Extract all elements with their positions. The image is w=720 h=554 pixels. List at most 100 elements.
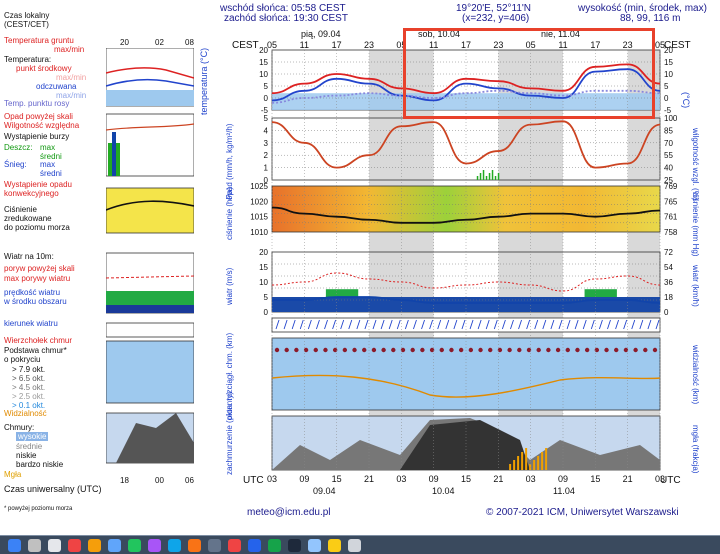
cloudtop-dot-19 — [459, 348, 463, 352]
cloudtop-dot-39 — [653, 348, 657, 352]
cloudtop-dot-2 — [294, 348, 298, 352]
ytick-3-0: 0 — [264, 308, 269, 317]
y2tick-3-3: 54 — [664, 263, 673, 272]
bottom-tick-0: 03 — [267, 474, 277, 484]
wind-band-green-2 — [585, 289, 617, 297]
calendar-icon[interactable] — [68, 539, 81, 552]
cloudtop-dot-27 — [536, 348, 540, 352]
y2tick-1-1: 40 — [664, 164, 673, 173]
ytick-0-1: 0 — [264, 94, 269, 103]
cloudtop-dot-14 — [410, 348, 414, 352]
settings-icon[interactable] — [208, 539, 221, 552]
y2tick-3-0: 0 — [664, 308, 669, 317]
ytick-0-3: 10 — [259, 70, 268, 79]
y2tick-2-3: 769 — [664, 182, 678, 191]
cloudtop-dot-35 — [614, 348, 618, 352]
cloudtop-dot-30 — [566, 348, 570, 352]
fog-bar-8 — [541, 452, 543, 470]
y2tick-1-3: 70 — [664, 139, 673, 148]
precip-bar-0 — [477, 176, 479, 180]
photos-icon[interactable] — [188, 539, 201, 552]
y2tick-0-1: 0 — [664, 94, 669, 103]
bottom-tick-4: 03 — [396, 474, 406, 484]
fog-bar-9 — [545, 448, 547, 470]
cloudtop-dot-11 — [381, 348, 385, 352]
ytick-3-4: 20 — [259, 248, 268, 257]
cloudtop-dot-10 — [372, 348, 376, 352]
ytick-3-2: 10 — [259, 278, 268, 287]
precip-bar-7 — [498, 173, 500, 180]
cloudtop-dot-0 — [275, 348, 279, 352]
top-tick-0: 05 — [267, 40, 277, 50]
music-icon[interactable] — [148, 539, 161, 552]
y2tick-0-3: 10 — [664, 70, 673, 79]
cloudtop-dot-29 — [556, 348, 560, 352]
precip-bar-5 — [492, 170, 494, 180]
terminal-icon[interactable] — [288, 539, 301, 552]
fog-bar-4 — [525, 448, 527, 470]
top-tick-2: 17 — [332, 40, 342, 50]
ytick-1-2: 2 — [264, 151, 269, 160]
finder-icon[interactable] — [8, 539, 21, 552]
bottom-tick-5: 09 — [429, 474, 439, 484]
ytick-1-5: 5 — [264, 114, 269, 123]
precip-bar-2 — [483, 170, 485, 180]
cloudtop-dot-32 — [585, 348, 589, 352]
bottom-tick-3: 21 — [364, 474, 374, 484]
cloudtop-dot-18 — [449, 348, 453, 352]
launchpad-icon[interactable] — [28, 539, 41, 552]
cloudtop-dot-9 — [362, 348, 366, 352]
ytick-0-4: 15 — [259, 58, 268, 67]
bottom-tick-7: 21 — [493, 474, 503, 484]
bottom-tick-2: 15 — [332, 474, 342, 484]
cloudtop-dot-7 — [343, 348, 347, 352]
y2tick-0-2: 5 — [664, 82, 669, 91]
notes-icon[interactable] — [88, 539, 101, 552]
preview-icon[interactable] — [308, 539, 321, 552]
precip-bar-6 — [495, 176, 497, 180]
bottom-tick-11: 21 — [623, 474, 633, 484]
ytick-2-1: 1015 — [250, 213, 268, 222]
bottom-tick-9: 09 — [558, 474, 568, 484]
safari-icon[interactable] — [48, 539, 61, 552]
cloudtop-dot-17 — [440, 348, 444, 352]
cloudtop-dot-28 — [546, 348, 550, 352]
y2tick-2-1: 761 — [664, 213, 678, 222]
y2tick-3-4: 72 — [664, 248, 673, 257]
footer-copyright: © 2007-2021 ICM, Uniwersytet Warszawski — [486, 508, 679, 517]
top-tick-12: 05 — [655, 40, 665, 50]
ytick-0-2: 5 — [264, 82, 269, 91]
y2tick-2-0: 758 — [664, 228, 678, 237]
cloudtop-dot-15 — [420, 348, 424, 352]
fog-bar-1 — [513, 460, 515, 470]
cloudtop-dot-31 — [575, 348, 579, 352]
messages-icon[interactable] — [128, 539, 141, 552]
chrome-icon[interactable] — [228, 539, 241, 552]
cloudtop-dot-22 — [488, 348, 492, 352]
y2tick-0-5: 20 — [664, 46, 673, 55]
ytick-1-4: 4 — [264, 126, 269, 135]
highlight-box — [403, 28, 655, 119]
cloudtop-dot-8 — [352, 348, 356, 352]
ytick-1-1: 1 — [264, 164, 269, 173]
top-tick-1: 11 — [300, 40, 309, 50]
ytick-3-3: 15 — [259, 263, 268, 272]
excel-icon[interactable] — [268, 539, 281, 552]
fog-bar-2 — [517, 456, 519, 470]
cloudtop-dot-12 — [391, 348, 395, 352]
y2tick-2-2: 765 — [664, 197, 678, 206]
mail-icon[interactable] — [108, 539, 121, 552]
ytick-2-2: 1020 — [250, 197, 268, 206]
fog-bar-3 — [521, 452, 523, 470]
ytick-3-1: 5 — [264, 293, 269, 302]
bottom-tick-6: 15 — [461, 474, 471, 484]
precip-bar-4 — [489, 173, 491, 180]
word-icon[interactable] — [248, 539, 261, 552]
precip-bar-1 — [480, 173, 482, 180]
trash-icon[interactable] — [348, 539, 361, 552]
appstore-icon[interactable] — [168, 539, 181, 552]
cloudtop-dot-1 — [284, 348, 288, 352]
footer-email[interactable]: meteo@icm.edu.pl — [247, 508, 331, 517]
folder-icon[interactable] — [328, 539, 341, 552]
cloudtop-dot-38 — [643, 348, 647, 352]
